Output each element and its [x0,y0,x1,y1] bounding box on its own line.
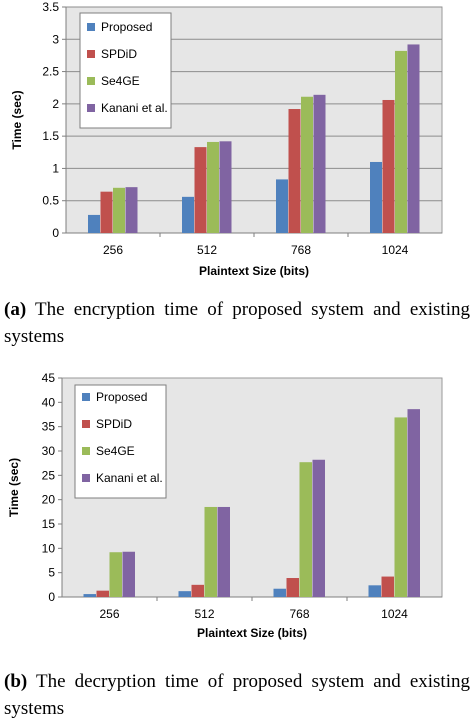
legend-swatch [82,474,90,482]
y-tick-label: 0 [48,590,55,604]
bar [276,179,288,233]
legend-label: Se4GE [101,74,140,88]
bar [273,588,286,597]
x-tick-label: 1024 [381,607,408,621]
x-tick-label: 1024 [382,243,409,257]
legend-swatch [82,393,90,401]
x-tick-label: 256 [103,243,123,257]
bar [288,109,301,233]
bar [207,141,219,233]
bar [312,459,325,597]
bar [395,50,407,234]
legend [74,384,167,499]
bar [301,96,313,233]
y-tick-label: 25 [42,468,56,482]
x-tick-label: 768 [289,607,309,621]
legend-swatch [87,77,95,85]
bar [219,141,232,233]
legend-swatch [82,420,90,428]
legend-label: SPDiD [101,47,137,61]
x-tick-label: 768 [291,243,311,257]
legend-swatch [87,50,95,58]
y-tick-label: 2.5 [42,65,59,79]
bar [88,214,100,233]
legend-label: Proposed [101,20,152,34]
bar [286,578,299,597]
bar [313,94,326,234]
bar [370,161,382,233]
bar [299,462,312,597]
bar [381,576,394,597]
y-tick-label: 30 [42,444,56,458]
bar [204,506,217,597]
legend [79,12,172,129]
y-tick-label: 0 [52,226,59,240]
caption-b-text: The decryption time of proposed system a… [4,671,470,719]
y-tick-label: 5 [48,566,55,580]
x-tick-label: 512 [194,607,214,621]
bar [407,44,420,233]
bar [191,584,204,597]
y-tick-label: 0.5 [42,194,59,208]
y-tick-label: 3.5 [42,0,59,14]
bar [407,409,420,597]
caption-b: (b) The decryption time of proposed syst… [4,668,470,722]
bar [368,585,381,597]
y-axis-title: Time (sec) [10,90,24,149]
y-tick-label: 1 [52,161,59,175]
legend-swatch [82,447,90,455]
bar [125,187,138,233]
y-axis-title: Time (sec) [7,458,21,517]
encryption-time-chart: 0 0.5 1 1.5 2 2.5 3 3.5 256 512 768 1024 Plaintext S… [10,0,443,278]
y-tick-label: 45 [42,371,56,385]
bar [178,591,191,597]
caption-a: (a) The encryption time of proposed syst… [4,296,470,350]
bar [182,196,194,233]
y-tick-label: 3 [52,32,59,46]
x-tick-label: 256 [99,607,119,621]
x-axis-title: Plaintext Size (bits) [197,626,307,640]
y-tick-label: 20 [42,493,56,507]
legend-label: Kanani et al. [101,101,168,115]
bar [96,590,109,597]
bar [394,417,407,597]
y-tick-label: 15 [42,517,56,531]
bar [122,551,135,597]
decryption-time-chart: 0 5 10 15 20 25 30 35 40 45 256 512 768 1024 Plaintext… [7,371,443,640]
bar [109,552,122,597]
legend-label: Proposed [96,390,147,404]
bar [100,191,113,233]
legend-label: Kanani et al. [96,471,163,485]
legend-label: SPDiD [96,417,132,431]
y-tick-label: 35 [42,420,56,434]
x-tick-label: 512 [197,243,217,257]
y-tick-label: 2 [52,97,59,111]
bar [194,147,207,233]
bar [382,99,395,234]
caption-a-text: The encryption time of proposed system a… [4,299,470,347]
y-tick-label: 10 [42,541,56,555]
legend-swatch [87,23,95,31]
y-tick-label: 40 [42,395,56,409]
bar [113,187,125,233]
legend-swatch [87,104,95,112]
x-axis-title: Plaintext Size (bits) [199,264,309,278]
bar [217,506,230,597]
caption-a-label: (a) [4,299,27,320]
caption-b-label: (b) [4,671,28,692]
legend-label: Se4GE [96,444,135,458]
bar [83,594,96,597]
y-tick-label: 1.5 [42,129,59,143]
